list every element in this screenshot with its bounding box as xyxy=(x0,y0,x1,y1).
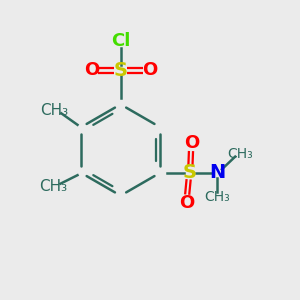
Text: S: S xyxy=(182,163,197,182)
Text: CH₃: CH₃ xyxy=(40,179,68,194)
Text: O: O xyxy=(184,134,200,152)
Text: Cl: Cl xyxy=(111,32,130,50)
Text: O: O xyxy=(142,61,157,80)
Text: CH₃: CH₃ xyxy=(228,147,253,161)
Text: N: N xyxy=(209,163,226,182)
Text: CH₃: CH₃ xyxy=(205,190,230,204)
Text: S: S xyxy=(114,61,128,80)
Text: O: O xyxy=(84,61,99,80)
Text: CH₃: CH₃ xyxy=(40,103,69,118)
Text: O: O xyxy=(179,194,194,212)
